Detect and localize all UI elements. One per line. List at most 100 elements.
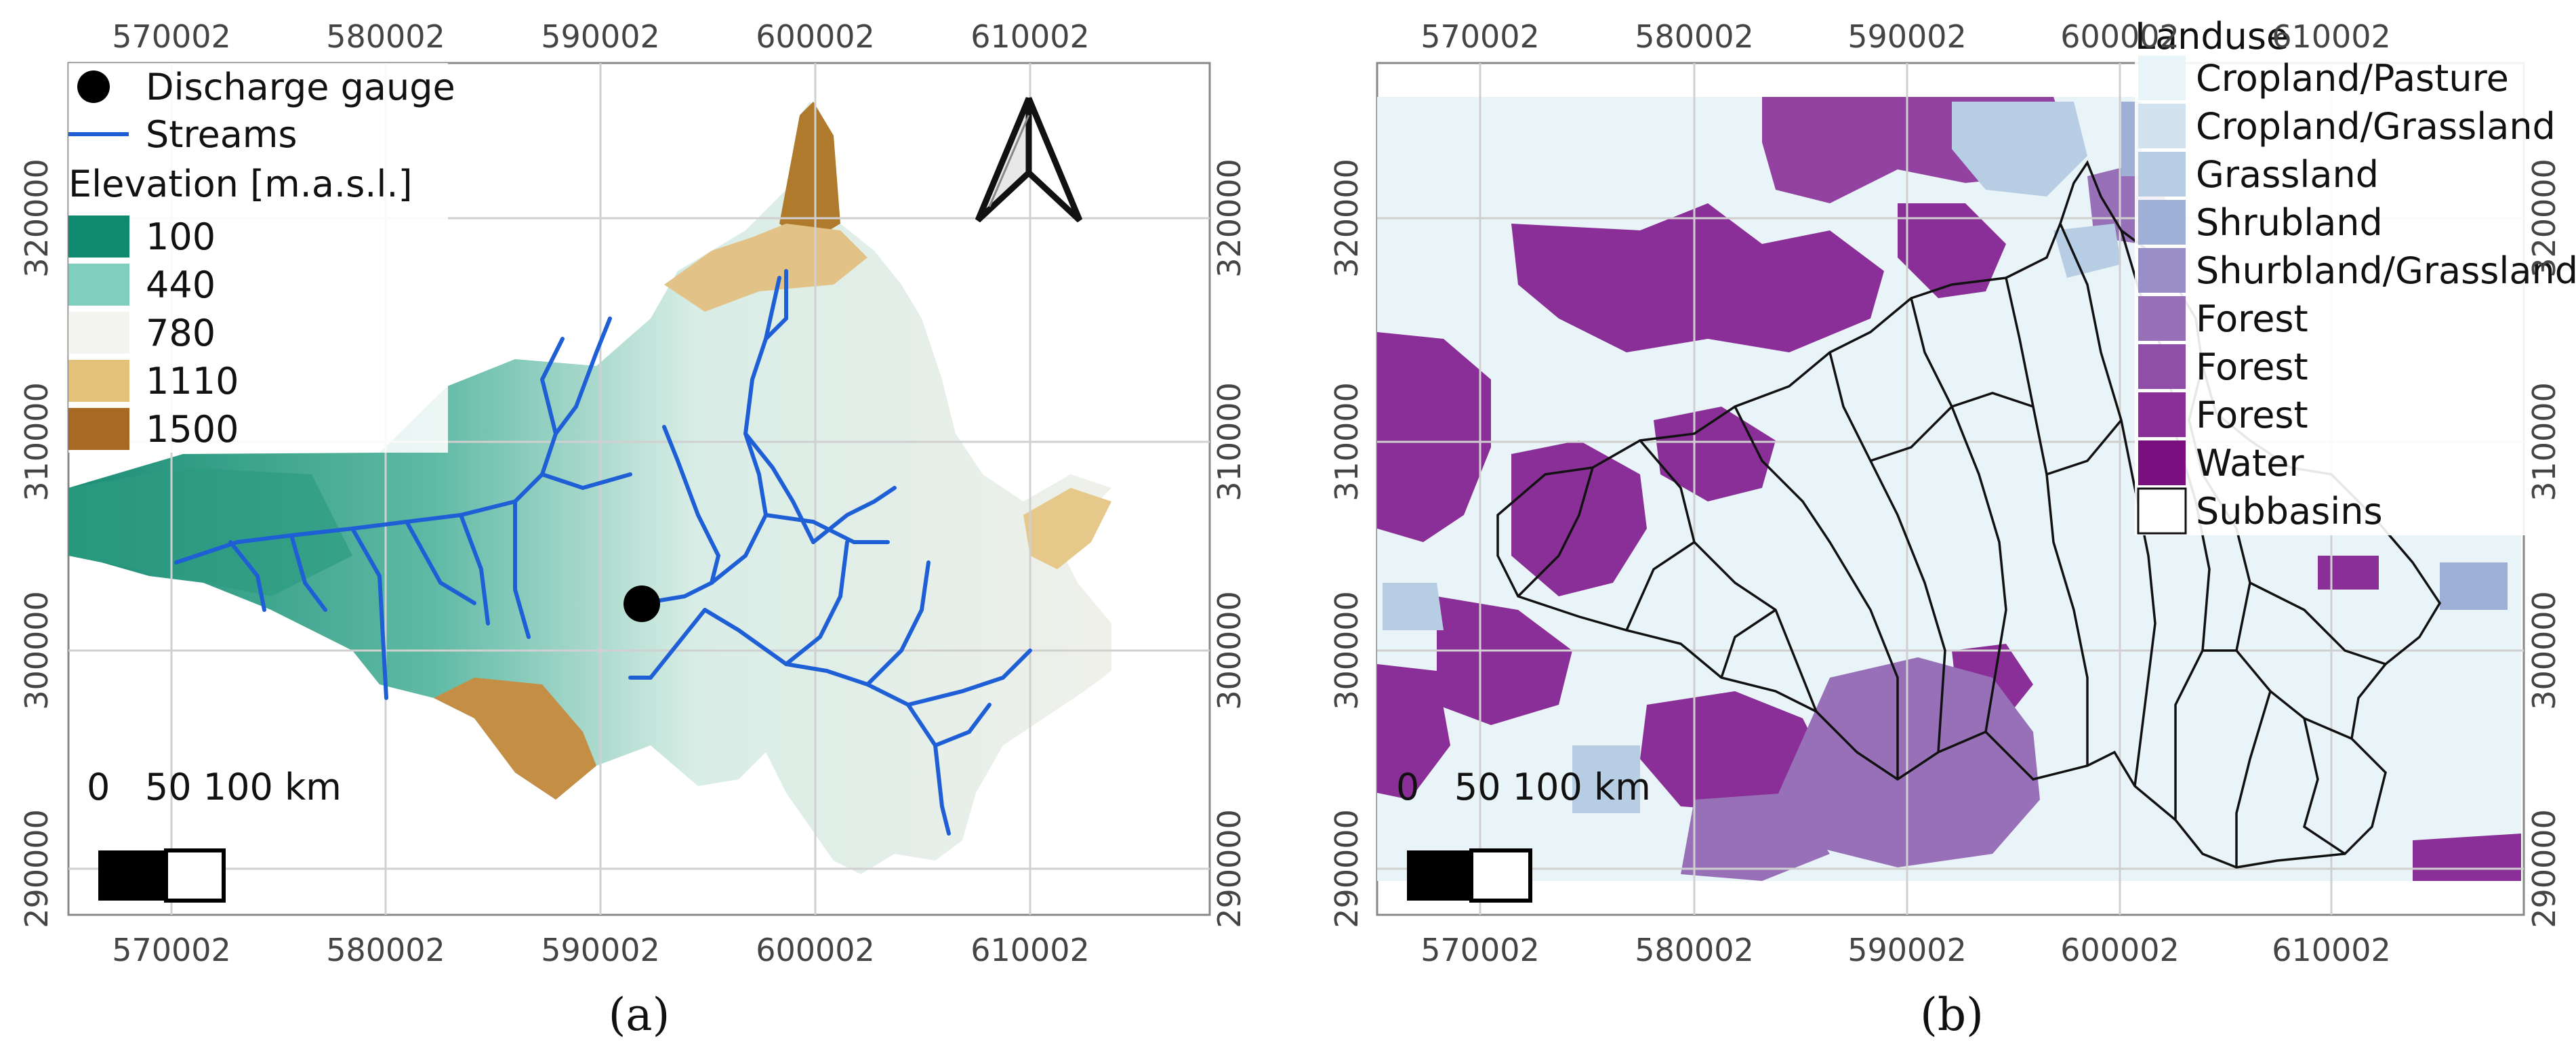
- x-tick-label: 580002: [326, 932, 445, 968]
- scale-bar-a-label: 0 50 100 km: [87, 766, 342, 808]
- x-tick-label: 610002: [2272, 932, 2391, 968]
- discharge-gauge-marker: [623, 585, 660, 622]
- legend-landuse-label: Shrubland: [2196, 201, 2383, 244]
- legend-a: Discharge gauge Streams Elevation [m.a.s…: [68, 63, 455, 453]
- dem-north-ridge: [664, 224, 867, 312]
- legend-elevation-swatch: [68, 360, 129, 402]
- y-tick-label: 290000: [1211, 809, 1248, 928]
- streams: [174, 269, 1032, 836]
- legend-landuse-swatch: [2138, 104, 2186, 148]
- legend-elevation-classes: 100 440 780 1110 1500: [68, 215, 239, 451]
- y-tick-label: 290000: [18, 809, 55, 928]
- x-tick-label: 570002: [1420, 932, 1540, 968]
- legend-landuse-label: Shurbland/Grassland: [2196, 249, 2576, 292]
- y-tick-label: 300000: [2526, 591, 2562, 710]
- legend-landuse-swatch: [2138, 392, 2186, 437]
- x-tick-label: 580002: [1635, 18, 1754, 55]
- legend-landuse-swatch: [2138, 344, 2186, 389]
- x-tick-label: 590002: [1847, 18, 1967, 55]
- x-tick-label: 590002: [541, 18, 660, 55]
- legend-landuse-swatch: [2138, 56, 2186, 100]
- x-tick-label: 590002: [1847, 932, 1967, 968]
- legend-landuse-swatch: [2138, 248, 2186, 293]
- x-tick-label: 580002: [1635, 932, 1754, 968]
- scale-bar-b: 0 50 100 km: [1396, 766, 1651, 903]
- legend-landuse-label: Forest: [2196, 297, 2308, 340]
- landuse-forest-patches: [1377, 97, 2521, 881]
- legend-streams-label: Streams: [146, 113, 298, 156]
- legend-landuse-label: Cropland/Grassland: [2196, 105, 2556, 148]
- panel-a: Discharge gauge Streams Elevation [m.a.s…: [18, 18, 1248, 1041]
- landuse-map: [1377, 63, 2524, 915]
- x-tick-label: 590002: [541, 932, 660, 968]
- legend-landuse-label: Forest: [2196, 394, 2308, 436]
- legend-b: Landuse Cropland/Pasture Cropland/Grassla…: [2135, 14, 2576, 535]
- dem-south-ridge: [434, 678, 596, 800]
- legend-elevation-swatch: [68, 312, 129, 354]
- x-tick-label: 610002: [2272, 18, 2391, 55]
- x-tick-label: 600002: [756, 18, 875, 55]
- legend-elevation-label: 780: [146, 312, 216, 354]
- x-tick-label: 570002: [1420, 18, 1540, 55]
- legend-landuse-label: Subbasins: [2196, 490, 2383, 533]
- legend-elevation-title: Elevation [m.a.s.l.]: [68, 163, 413, 205]
- legend-elevation-label: 440: [146, 264, 216, 306]
- legend-landuse-label: Water: [2196, 442, 2304, 485]
- x-tick-label: 610002: [970, 932, 1090, 968]
- panel-b-caption: (b): [1920, 989, 1984, 1041]
- scale-bar-a: 0 50 100 km: [87, 766, 342, 903]
- legend-landuse-swatch: [2138, 200, 2186, 245]
- legend-elevation-label: 1110: [146, 360, 239, 403]
- legend-landuse-swatch: [2138, 152, 2186, 197]
- scale-bar-a-black: [98, 850, 166, 901]
- y-tick-label: 310000: [2526, 382, 2562, 501]
- y-tick-label: 290000: [1328, 809, 1365, 928]
- y-tick-label: 320000: [1211, 159, 1248, 278]
- legend-landuse-label: Grassland: [2196, 153, 2379, 196]
- y-tick-label: 320000: [18, 159, 55, 278]
- y-tick-label: 290000: [2526, 809, 2562, 928]
- legend-landuse-swatch: [2138, 440, 2186, 485]
- y-tick-label: 300000: [1328, 591, 1365, 710]
- y-tick-label: 300000: [18, 591, 55, 710]
- landuse-grassland-patches: [1383, 102, 2121, 813]
- legend-gauge-label: Discharge gauge: [146, 66, 455, 108]
- legend-elevation-label: 100: [146, 215, 216, 258]
- legend-landuse-swatch: [2138, 296, 2186, 341]
- y-tick-label: 310000: [18, 382, 55, 501]
- y-tick-label: 310000: [1211, 382, 1248, 501]
- legend-a-bg: [68, 63, 448, 453]
- panel-a-caption: (a): [609, 989, 670, 1041]
- legend-elevation-swatch: [68, 264, 129, 306]
- x-tick-label: 600002: [756, 932, 875, 968]
- legend-landuse-label: Cropland/Pasture: [2196, 57, 2509, 100]
- legend-gauge-icon: [77, 70, 110, 103]
- scale-bar-b-label: 0 50 100 km: [1396, 766, 1651, 808]
- legend-elevation-label: 1500: [146, 408, 239, 451]
- dem-west-lowland: [68, 468, 352, 596]
- dem-east-ridge: [1023, 488, 1111, 569]
- y-tick-label: 310000: [1328, 382, 1365, 501]
- legend-elevation-swatch: [68, 215, 129, 258]
- x-tick-label: 600002: [2060, 932, 2180, 968]
- legend-landuse-label: Forest: [2196, 346, 2308, 388]
- panel-b: Landuse Cropland/Pasture Cropland/Grassla…: [1328, 14, 2576, 1041]
- legend-landuse-swatch: [2137, 487, 2187, 535]
- x-tick-label: 580002: [326, 18, 445, 55]
- panel-b-axis-ticks: 570002 570002 580002 580002 590002 590002 6000…: [1328, 18, 2562, 968]
- dem-north-peak: [779, 102, 840, 244]
- scale-bar-b-black: [1407, 850, 1471, 901]
- y-tick-label: 320000: [2526, 159, 2562, 278]
- north-arrow-icon: [975, 97, 1083, 223]
- legend-landuse-title: Landuse: [2135, 15, 2289, 58]
- panel-a-axis-ticks: 570002 570002 580002 580002 590002 590002 6000…: [18, 18, 1248, 968]
- x-tick-label: 610002: [970, 18, 1090, 55]
- elevation-map: [68, 63, 1210, 915]
- y-tick-label: 320000: [1328, 159, 1365, 278]
- x-tick-label: 570002: [112, 932, 231, 968]
- legend-landuse-classes: Cropland/Pasture Cropland/Grassland Grassl…: [2137, 56, 2576, 535]
- x-tick-label: 600002: [2060, 18, 2180, 55]
- legend-elevation-swatch: [68, 408, 129, 450]
- scale-bar-a-white: [164, 848, 226, 903]
